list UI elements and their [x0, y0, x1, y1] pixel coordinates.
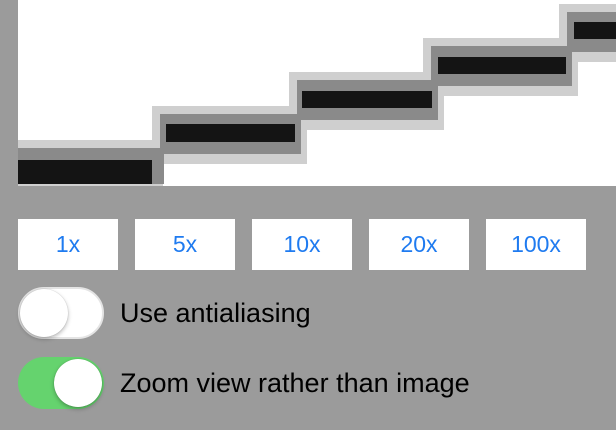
staircase-line-preview [18, 4, 616, 186]
zoomed-image-canvas [18, 0, 616, 186]
zoom-view-label: Zoom view rather than image [120, 367, 470, 398]
zoom-10x-button[interactable]: 10x [252, 219, 352, 270]
zoom-view-toggle[interactable] [18, 357, 104, 409]
antialiasing-label: Use antialiasing [120, 297, 311, 328]
zoom-100x-button[interactable]: 100x [486, 219, 586, 270]
toggle-knob [20, 289, 68, 337]
antialiasing-toggle[interactable] [18, 287, 104, 339]
zoom-1x-button[interactable]: 1x [18, 219, 118, 270]
zoom-5x-button[interactable]: 5x [135, 219, 235, 270]
zoom-level-buttons: 1x 5x 10x 20x 100x [18, 219, 586, 270]
zoom-20x-button[interactable]: 20x [369, 219, 469, 270]
antialiasing-row: Use antialiasing [18, 287, 311, 339]
toggle-knob [54, 359, 102, 407]
zoom-view-row: Zoom view rather than image [18, 357, 470, 409]
